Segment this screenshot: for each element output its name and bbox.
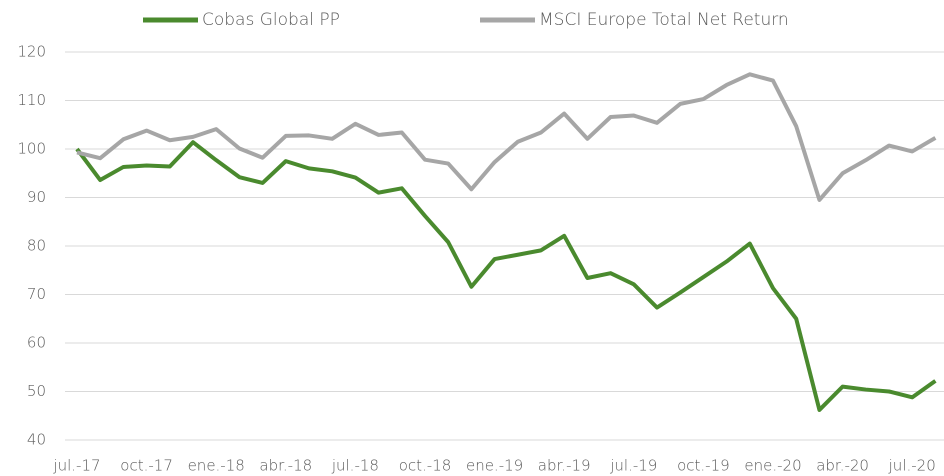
x-tick-label: jul.-17	[52, 457, 100, 475]
x-tick-label: oct.-19	[677, 457, 730, 475]
y-tick-label: 80	[27, 237, 46, 255]
y-tick-label: 90	[27, 188, 46, 206]
x-tick-label: abr.-18	[259, 457, 312, 475]
x-tick-label: abr.-20	[816, 457, 869, 475]
x-tick-label: ene.-20	[744, 457, 801, 475]
x-tick-label: oct.-17	[120, 457, 173, 475]
x-tick-label: ene.-18	[188, 457, 245, 475]
legend-label: Cobas Global PP	[202, 10, 340, 30]
x-tick-label: oct.-18	[399, 457, 452, 475]
line-series	[75, 140, 937, 412]
x-tick-label: jul.-20	[888, 457, 936, 475]
x-tick-label: jul.-18	[331, 457, 379, 475]
y-tick-label: 60	[27, 334, 46, 352]
x-tick-label: ene.-19	[466, 457, 523, 475]
x-tick-label: abr.-19	[538, 457, 591, 475]
y-tick-label: 120	[17, 43, 46, 61]
y-tick-label: 110	[17, 91, 46, 109]
line-series	[76, 72, 937, 202]
y-tick-label: 100	[17, 140, 46, 158]
y-tick-label: 40	[27, 431, 46, 449]
legend-label: MSCI Europe Total Net Return	[539, 10, 789, 30]
y-tick-label: 50	[27, 382, 46, 400]
x-tick-label: jul.-19	[609, 457, 657, 475]
y-tick-label: 70	[27, 285, 46, 303]
